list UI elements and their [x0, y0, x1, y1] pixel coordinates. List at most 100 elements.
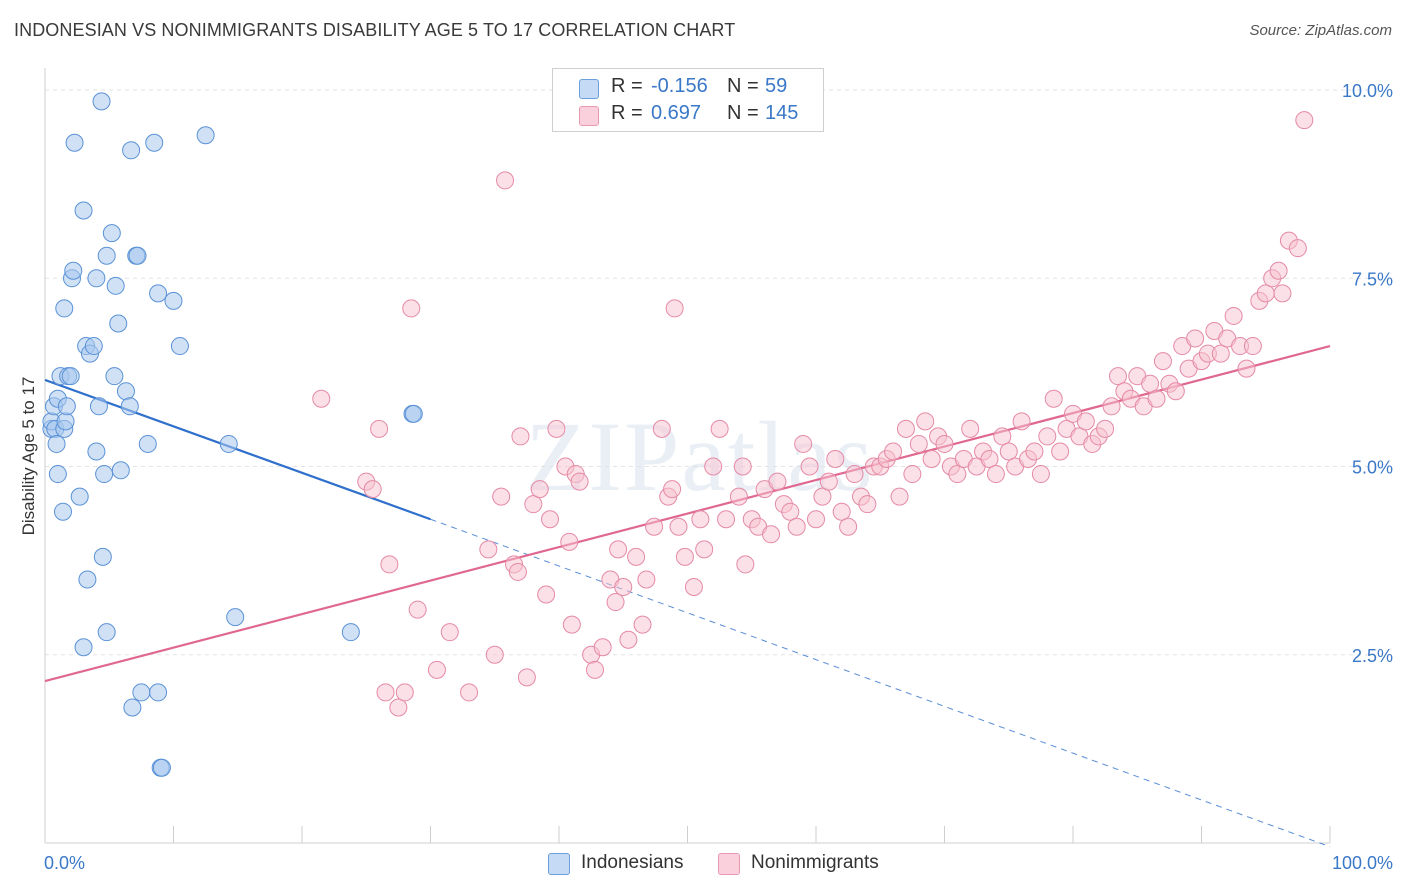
nonimmigrants-point [427, 660, 446, 679]
legend-swatch-indonesians [548, 853, 570, 875]
indonesians-point [65, 133, 84, 152]
legend-r-value: 0.697 [651, 102, 702, 124]
nonimmigrants-point [1186, 329, 1205, 348]
nonimmigrants-point [986, 465, 1005, 484]
nonimmigrants-point [1288, 239, 1307, 258]
indonesians-point [170, 337, 189, 356]
nonimmigrants-point [781, 502, 800, 521]
indonesians-point [226, 608, 245, 627]
nonimmigrants-point [585, 660, 604, 679]
indonesians-point [149, 284, 168, 303]
nonimmigrants-point [633, 615, 652, 634]
nonimmigrants-point [1224, 306, 1243, 325]
indonesians-point [111, 461, 130, 480]
legend-r-label: R = [611, 75, 643, 97]
legend-n-value: 59 [765, 75, 788, 97]
indonesians-trend-line [44, 378, 431, 521]
nonimmigrants-point [460, 683, 479, 702]
indonesians-points [42, 92, 423, 777]
indonesians-point [102, 224, 121, 243]
nonimmigrants-point [736, 555, 755, 574]
indonesians-point [341, 623, 360, 642]
nonimmigrants-point [619, 630, 638, 649]
nonimmigrants-point [479, 540, 498, 559]
nonimmigrants-point [916, 412, 935, 431]
nonimmigrants-point [948, 465, 967, 484]
nonimmigrants-point [819, 472, 838, 491]
gridlines [45, 89, 1370, 656]
y-tick-label: 10.0% [1342, 81, 1393, 101]
nonimmigrants-point [485, 645, 504, 664]
indonesians-point [61, 367, 80, 386]
legend-row-indonesians: R = -0.156 N = 59 [553, 73, 823, 100]
nonimmigrants-point [609, 540, 628, 559]
indonesians-point [138, 434, 157, 453]
nonimmigrants-point [800, 457, 819, 476]
chart-source: Source: ZipAtlas.com [1249, 22, 1392, 39]
legend-label-indonesians: Indonesians [581, 852, 684, 873]
legend-r-label: R = [611, 102, 643, 124]
nonimmigrants-points [312, 111, 1314, 717]
nonimmigrants-point [1243, 337, 1262, 356]
indonesians-point [120, 397, 139, 416]
indonesians-point [89, 397, 108, 416]
nonimmigrants-point [794, 434, 813, 453]
indonesians-point [149, 683, 168, 702]
nonimmigrants-point [890, 487, 909, 506]
indonesians-point [95, 465, 114, 484]
y-tick-label: 2.5% [1352, 646, 1393, 666]
nonimmigrants-point [684, 578, 703, 596]
nonimmigrants-point [935, 434, 954, 453]
nonimmigrants-point [961, 419, 980, 438]
indonesians-point [128, 246, 147, 265]
indonesians-point [164, 291, 183, 310]
nonimmigrants-point [839, 517, 858, 536]
legend-r-value: -0.156 [651, 75, 708, 97]
indonesians-point [152, 758, 171, 777]
legend-n-label: N = [727, 75, 759, 97]
tick-labels: 2.5% 5.0% 7.5% 10.0% 0.0% 100.0% [44, 81, 1393, 873]
legend-n-label: N = [727, 102, 759, 124]
nonimmigrants-point [717, 510, 736, 529]
axes [44, 68, 1331, 844]
indonesians-point [48, 465, 67, 484]
nonimmigrants-point [492, 487, 511, 506]
nonimmigrants-point [376, 683, 395, 702]
indonesians-point [87, 442, 106, 461]
nonimmigrants-point [1038, 427, 1057, 446]
indonesians-point [219, 434, 238, 453]
indonesians-point [109, 314, 128, 333]
nonimmigrants-point [832, 502, 851, 521]
indonesians-point [116, 382, 135, 401]
nonimmigrants-point [826, 450, 845, 468]
nonimmigrants-point [729, 487, 748, 506]
nonimmigrants-point [993, 427, 1012, 446]
x-tick-label: 0.0% [44, 853, 85, 873]
nonimmigrants-point [593, 638, 612, 657]
indonesians-point [93, 547, 112, 566]
legend-n-value: 145 [765, 102, 799, 124]
nonimmigrants-point [762, 525, 781, 544]
nonimmigrants-point [884, 442, 903, 461]
indonesians-point [404, 404, 423, 423]
nonimmigrants-point [733, 457, 752, 476]
nonimmigrants-point [1141, 374, 1160, 393]
nonimmigrants-point [1147, 389, 1166, 408]
nonimmigrants-point [768, 472, 787, 491]
legend-swatch-nonimmigrants [579, 106, 599, 126]
nonimmigrants-point [560, 532, 579, 551]
indonesians-point [106, 276, 125, 295]
y-tick-label: 7.5% [1352, 269, 1393, 289]
indonesians-point [196, 126, 215, 145]
indonesians-point [87, 269, 106, 288]
nonimmigrants-point [380, 555, 399, 574]
indonesians-point [55, 299, 74, 318]
indonesians-point [70, 487, 89, 506]
legend-row-nonimmigrants: R = 0.697 N = 145 [553, 100, 823, 127]
nonimmigrants-point [1102, 397, 1121, 416]
legend-label-nonimmigrants: Nonimmigrants [751, 852, 879, 873]
indonesians-point [78, 570, 97, 589]
nonimmigrants-point [845, 465, 864, 484]
nonimmigrants-point [637, 570, 656, 589]
nonimmigrants-point [508, 562, 527, 581]
